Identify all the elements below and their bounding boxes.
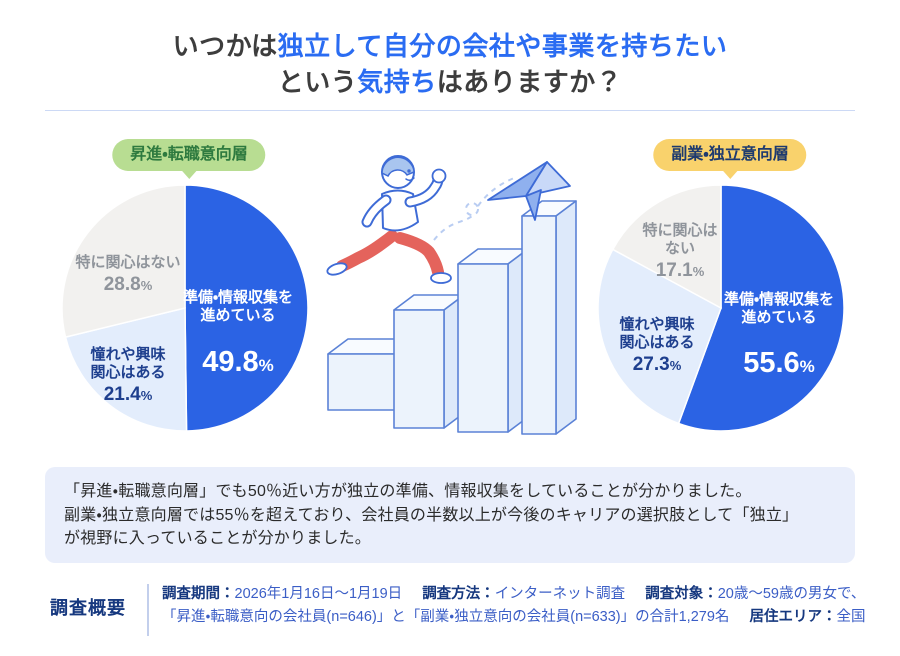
flight-trail-path	[433, 177, 515, 241]
pie-slice	[64, 307, 188, 432]
person-fist	[431, 168, 447, 184]
survey-target-value: 20歳〜59歳の男女で、	[717, 586, 866, 602]
stairs-blocks	[327, 200, 577, 435]
survey-area-label: 居住エリア：	[749, 608, 837, 625]
group-badge-promotion-jobchange: 昇進・転職意向層	[112, 139, 266, 171]
survey-area-value: 全国	[836, 608, 866, 625]
person-eye	[407, 169, 411, 173]
slice-label-line: 憧れや興味	[90, 346, 166, 363]
survey-info-line-1: 調査期間：2026年1月16日〜1月19日 調査方法：インターネット調査 調査対…	[162, 583, 865, 606]
pie-slice	[184, 184, 309, 432]
person-front-leg	[394, 232, 444, 278]
person-mouth	[405, 177, 415, 182]
title-segment: はありますか？	[436, 67, 623, 97]
title-line-1: いつかは独立して自分の会社や事業を持ちたい	[0, 28, 900, 64]
slice-value: 27.3%	[632, 354, 682, 375]
slice-label-nointerest-right: 特に関心は ない 17.1%	[642, 222, 717, 283]
summary-line: が視野に入っていることが分かりました。	[64, 530, 372, 547]
survey-method-label: 調査方法：	[422, 586, 495, 602]
slice-label-interest-left: 憧れや興味 関心はある 21.4%	[90, 346, 165, 407]
pie-slice	[611, 184, 722, 310]
paper-airplane-icon	[487, 161, 571, 221]
slice-label-nointerest-left: 特に関心はない 28.8%	[75, 254, 180, 297]
page-title: いつかは独立して自分の会社や事業を持ちたい という気持ちはありますか？	[0, 28, 900, 100]
slice-value: 55.6%	[743, 347, 815, 379]
title-segment-accent: 独立して自分の会社や事業を持ちたい	[277, 31, 728, 61]
person-back-leg	[336, 230, 398, 272]
title-segment-accent: 気持ち	[357, 67, 437, 97]
survey-period-value: 2026年1月16日〜1月19日	[234, 586, 403, 602]
person-front-shoe	[430, 272, 452, 284]
slice-label-prepare-right: 準備・情報収集を 進めている 55.6%	[724, 291, 834, 382]
pie-slice	[61, 184, 186, 338]
slice-label-line: 準備・情報収集を	[723, 291, 835, 308]
stairs-runner-illustration	[326, 155, 577, 435]
person-back-arm	[363, 196, 390, 226]
survey-divider	[147, 584, 149, 636]
pie-slice	[677, 184, 845, 432]
survey-overview-heading: 調査概要	[50, 598, 126, 618]
pie-slice	[597, 248, 722, 425]
slice-label-line: 準備・情報収集を	[182, 289, 294, 306]
summary-line: 「昇進・転職意向層」でも50％近い方が独立の準備、情報収集をしていることが分かり…	[64, 483, 752, 500]
slice-label-line: 関心はある	[90, 364, 166, 381]
pie-svg-right	[597, 184, 845, 432]
survey-period-label: 調査期間：	[162, 586, 235, 602]
slice-label-interest-right: 憧れや興味 関心はある 27.3%	[619, 316, 694, 377]
slice-label-line: 特に関心はない	[75, 254, 181, 271]
summary-box: 「昇進・転職意向層」でも50％近い方が独立の準備、情報収集をしていることが分かり…	[45, 467, 855, 563]
title-divider	[45, 110, 855, 111]
slice-label-line: 関心はある	[619, 334, 695, 351]
survey-info: 調査期間：2026年1月16日〜1月19日 調査方法：インターネット調査 調査対…	[162, 583, 866, 629]
pie-chart-sidejob-independence: 準備・情報収集を 進めている 55.6% 特に関心は ない 17.1% 憧れや興…	[596, 183, 846, 433]
pie-chart-promotion-jobchange: 準備・情報収集を 進めている 49.8% 特に関心はない 28.8% 憧れや興味…	[60, 183, 310, 433]
group-badge-sidejob-independence: 副業・独立意向層	[653, 139, 807, 171]
person-hair	[381, 156, 415, 178]
slice-label-line: 憧れや興味	[619, 316, 695, 333]
slice-value: 17.1%	[655, 260, 705, 281]
survey-target-label: 調査対象：	[645, 586, 718, 602]
survey-method-value: インターネット調査	[494, 586, 626, 602]
person-back-shoe	[326, 262, 348, 276]
slice-label-line: 進めている	[200, 307, 276, 324]
slice-value: 28.8%	[103, 274, 153, 295]
slice-value: 21.4%	[103, 384, 153, 405]
survey-info-line-2: 「昇進・転職意向の会社員(n=646)」と「副業・独立意向の会社員(n=633)…	[162, 606, 866, 629]
title-segment: いつかは	[172, 31, 278, 61]
title-segment: という	[277, 67, 358, 97]
person-front-arm	[406, 175, 442, 206]
survey-target-detail: 「昇進・転職意向の会社員(n=646)」と「副業・独立意向の会社員(n=633)…	[162, 608, 730, 625]
running-person	[326, 155, 452, 284]
slice-value: 49.8%	[202, 346, 274, 378]
slice-label-line: 進めている	[741, 309, 817, 326]
pie-svg-left	[61, 184, 309, 432]
slice-label-prepare-left: 準備・情報収集を 進めている 49.8%	[183, 289, 293, 381]
title-line-2: という気持ちはありますか？	[0, 64, 900, 100]
slice-label-line: ない	[664, 240, 696, 257]
summary-line: 副業・独立意向層では55％を超えており、会社員の半数以上が今後のキャリアの選択肢…	[64, 506, 799, 524]
slice-label-line: 特に関心は	[642, 222, 718, 239]
